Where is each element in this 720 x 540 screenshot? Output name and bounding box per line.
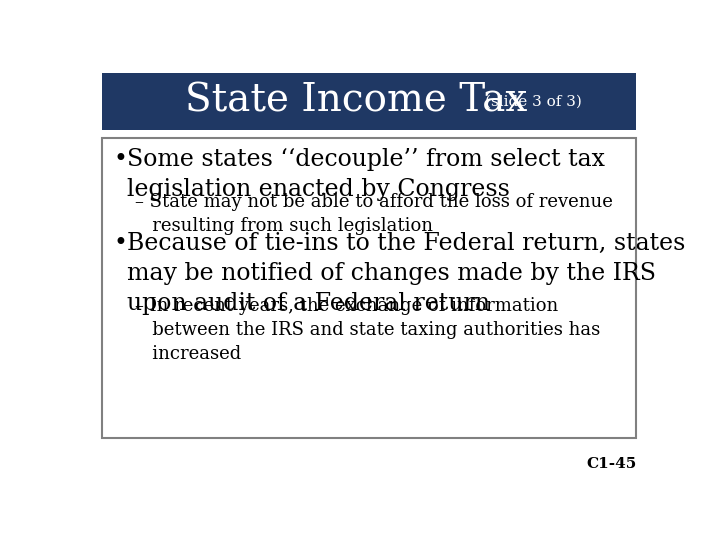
FancyBboxPatch shape [102, 72, 636, 130]
Text: – State may not be able to afford the loss of revenue
   resulting from such leg: – State may not be able to afford the lo… [135, 193, 613, 235]
Text: •: • [113, 232, 127, 255]
Text: C1-45: C1-45 [586, 457, 636, 471]
FancyBboxPatch shape [102, 138, 636, 438]
Text: – In recent years, the exchange of information
   between the IRS and state taxi: – In recent years, the exchange of infor… [135, 298, 600, 362]
Text: State Income Tax: State Income Tax [186, 83, 552, 120]
Text: (slide 3 of 3): (slide 3 of 3) [485, 95, 582, 109]
Text: •: • [113, 148, 127, 171]
Text: Some states ‘‘decouple’’ from select tax
legislation enacted by Congress: Some states ‘‘decouple’’ from select tax… [127, 148, 605, 201]
Text: Because of tie-ins to the Federal return, states
may be notified of changes made: Because of tie-ins to the Federal return… [127, 232, 685, 315]
